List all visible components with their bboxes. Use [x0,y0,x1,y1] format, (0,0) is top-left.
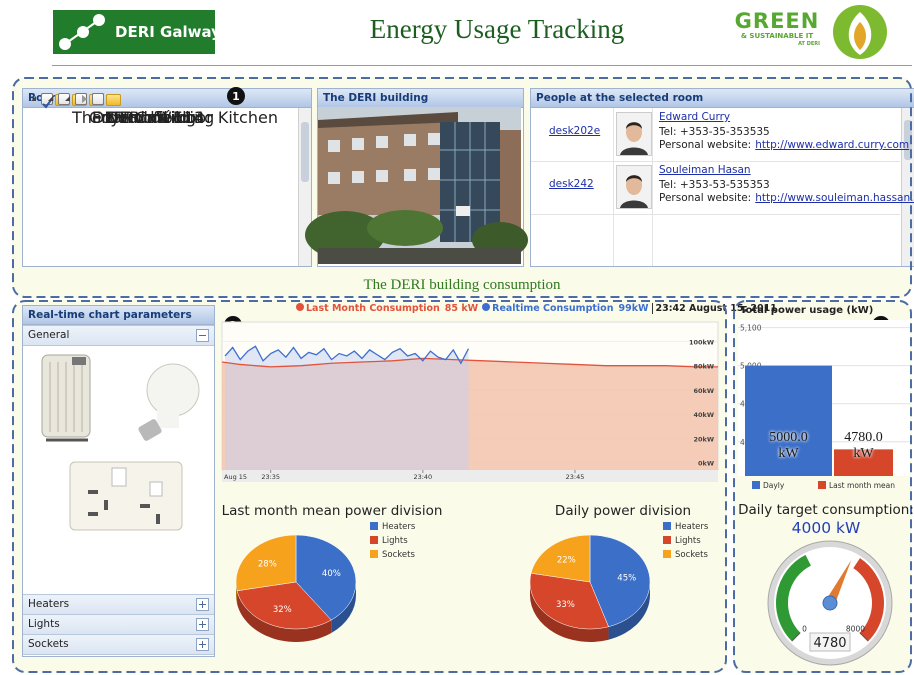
section-label[interactable]: Lights [28,618,60,630]
header-rule [52,65,912,66]
collapse-button[interactable] [196,329,209,342]
panel-header: The DERI building [318,89,523,108]
logo-right-sub: & SUSTAINABLE IT [730,32,824,41]
leaf-logo [833,5,887,59]
expand-closed[interactable] [82,95,87,103]
region-totals [733,300,912,673]
legend-value: 99kW [618,303,648,314]
logo-right-sub2: AT DERI [730,41,824,48]
section-label[interactable]: Sockets [28,638,69,650]
bar-value-label: 4780.0 kW [838,430,890,462]
scrollbar[interactable] [298,108,311,266]
people-panel: People at the selected room desk202e Edwa… [530,88,914,267]
logo-right[interactable]: GREEN & SUSTAINABLE IT AT DERI [730,10,824,48]
person-photo [616,165,652,209]
person-website: Personal website: http://www.edward.curry… [659,139,909,151]
legend-value: 85 kW [445,303,478,314]
person-name[interactable]: Edward Curry [659,111,730,123]
legend-dot [296,303,304,311]
legend-name: Last Month Consumption [306,303,440,314]
scrollbar[interactable] [901,108,914,266]
panel-header: Real-time chart parameters [23,306,214,325]
expand-open[interactable] [31,96,36,101]
person-photo [616,112,652,156]
person-tel: Tel: +353-53-535353 [659,179,770,191]
accordion-section[interactable]: Heaters [23,594,214,615]
timestamp: 23:42 August 15, 2011 [652,303,777,314]
logo-right-text: GREEN [730,10,824,32]
page: DERI Galway Energy Usage Tracking GREEN … [0,0,914,675]
bar-value-label: 5000.0 kW [763,430,815,462]
expand-button[interactable] [196,598,209,611]
chart-legend: Last Month Consumption 85 kW Realtime Cons… [292,303,777,314]
section-label[interactable]: Heaters [28,598,69,610]
desk-link[interactable]: desk242 [549,178,594,190]
parameters-panel: Real-time chart parameters General Heater… [22,305,215,657]
logo-mark [53,10,113,54]
legend-name: Realtime Consumption [492,303,613,314]
page-title: Energy Usage Tracking [280,14,714,45]
row-divider [531,214,900,215]
folder-icon [106,94,121,106]
expand-open[interactable] [48,96,53,101]
website-label: Personal website: [659,192,751,204]
person-website: Personal website: http://www.souleiman.ha… [659,192,914,204]
section-label[interactable]: General [28,329,69,341]
consumption-title: The DERI building consumption [12,277,912,294]
expand-open[interactable] [65,96,70,101]
photo-panel: The DERI building [317,88,524,267]
website-link[interactable]: http://www.edward.curry.com [755,139,909,151]
accordion-section[interactable]: Sockets [23,634,214,655]
accordion-section[interactable]: General [23,325,214,346]
website-label: Personal website: [659,139,751,151]
checkbox[interactable] [92,93,104,105]
tree-label[interactable]: Room 114 [123,108,204,127]
logo-left[interactable]: DERI Galway [53,10,215,54]
row-divider [531,161,900,162]
logo-left-text: DERI Galway [115,23,221,41]
expand-button[interactable] [196,618,209,631]
person-tel: Tel: +353-35-353535 [659,126,770,138]
expand-button[interactable] [196,638,209,651]
website-link[interactable]: http://www.souleiman.hassan.com [755,192,914,204]
panel-header: People at the selected room [531,89,914,108]
desk-link[interactable]: desk202e [549,125,600,137]
accordion-section[interactable]: Lights [23,614,214,635]
legend-dot [482,303,490,311]
person-name[interactable]: Souleiman Hasan [659,164,751,176]
